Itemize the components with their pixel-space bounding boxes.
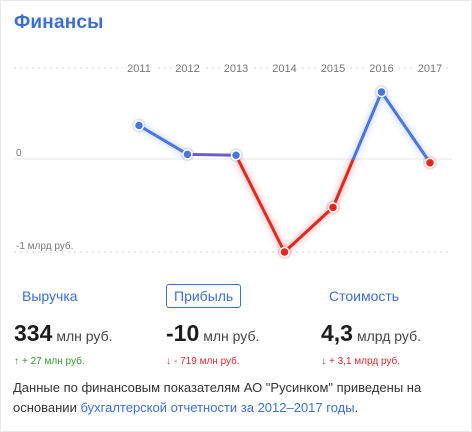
profit-delta: ↓ - 719 млн руб. xyxy=(166,356,240,367)
data-point[interactable] xyxy=(182,149,193,160)
profit-tab[interactable]: Прибыль xyxy=(166,284,242,308)
series-line-segment xyxy=(283,205,335,254)
revenue-delta: ↑ + 27 млн руб. xyxy=(14,356,85,367)
data-point[interactable] xyxy=(279,246,290,258)
metric-profit: Прибыль -10 млн руб. ↓ - 719 млн руб. xyxy=(166,284,306,367)
revenue-unit: млн руб. xyxy=(56,328,113,344)
footnote-text: Данные по финансовым показателям АО "Рус… xyxy=(13,380,422,415)
arrow-down-icon: ↓ xyxy=(166,356,171,367)
revenue-tab[interactable]: Выручка xyxy=(22,288,78,304)
data-point[interactable] xyxy=(424,157,436,168)
footnote: Данные по финансовым показателям АО "Рус… xyxy=(13,380,422,415)
profit-value: -10 xyxy=(166,320,200,346)
year-label-bg xyxy=(414,60,446,76)
series-line-segment xyxy=(380,90,429,161)
year-label-bg xyxy=(365,60,398,76)
widget-title: Финансы xyxy=(14,12,104,33)
y-tick-label: 0 xyxy=(16,148,22,159)
value-tab[interactable]: Стоимость xyxy=(329,288,400,304)
year-label: 2014 xyxy=(272,63,296,75)
market-value-unit: млрд руб. xyxy=(356,328,421,344)
finance-chart: 0 -1 млрд руб. 2011 2012 2013 2014 2015 2016 20… xyxy=(14,60,452,259)
series-line-segment xyxy=(236,157,286,254)
year-label-bg xyxy=(220,60,252,76)
market-value: 4,3 xyxy=(321,320,353,346)
year-label: 2013 xyxy=(224,63,248,75)
year-label-bg xyxy=(317,60,349,76)
arrow-down-icon: ↓ xyxy=(321,356,326,367)
revenue-value: 334 xyxy=(14,320,53,346)
market-value-delta: ↓ + 3,1 млрд руб. xyxy=(321,356,401,367)
series-line-segment xyxy=(137,124,189,156)
arrow-up-icon: ↑ xyxy=(14,356,19,367)
year-label: 2017 xyxy=(418,63,442,75)
series-line-segment xyxy=(331,157,355,209)
report-link[interactable]: бухгалтерской отчетности за 2012–2017 го… xyxy=(80,400,355,415)
profit-unit: млн руб. xyxy=(203,328,260,344)
metric-value: Стоимость 4,3 млрд руб. ↓ + 3,1 млрд руб. xyxy=(321,284,461,367)
y-tick-label: -1 млрд руб. xyxy=(16,240,73,252)
data-point[interactable] xyxy=(327,202,339,213)
year-label: 2016 xyxy=(369,63,393,75)
series-line-segment xyxy=(351,90,383,161)
series-line-segment xyxy=(186,152,238,157)
data-point[interactable] xyxy=(133,120,145,131)
year-label-bg xyxy=(268,60,301,76)
year-label: 2012 xyxy=(175,63,199,75)
year-label: 2011 xyxy=(127,63,151,75)
data-point[interactable] xyxy=(376,86,387,98)
year-label: 2015 xyxy=(321,63,345,75)
data-point[interactable] xyxy=(230,150,242,161)
year-label-bg xyxy=(171,60,204,76)
metric-revenue: Выручка 334 млн руб. ↑ + 27 млн руб. xyxy=(14,284,154,367)
year-label-bg xyxy=(123,60,155,76)
